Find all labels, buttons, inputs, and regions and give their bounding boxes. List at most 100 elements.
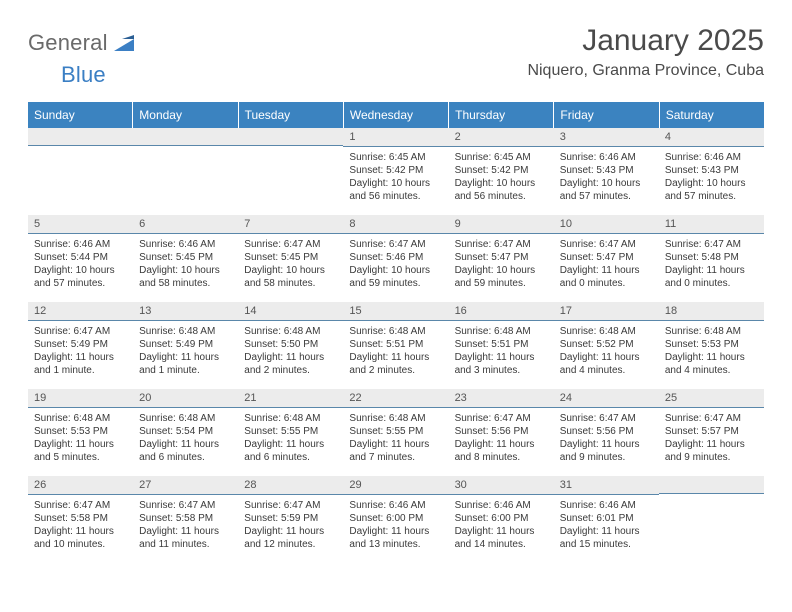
day-details: Sunrise: 6:48 AMSunset: 5:55 PMDaylight:… [238,408,343,470]
daylight-line: Daylight: 11 hours and 3 minutes. [455,351,548,377]
day-number: 13 [133,302,238,321]
day-number: 1 [343,128,448,147]
sunrise-line: Sunrise: 6:46 AM [139,238,232,251]
day-number: 25 [659,389,764,408]
sunset-line: Sunset: 5:46 PM [349,251,442,264]
day-details: Sunrise: 6:47 AMSunset: 5:45 PMDaylight:… [238,234,343,296]
sunset-line: Sunset: 5:43 PM [665,164,758,177]
day-number [238,128,343,146]
calendar-cell: 1Sunrise: 6:45 AMSunset: 5:42 PMDaylight… [343,128,448,214]
sunset-line: Sunset: 5:59 PM [244,512,337,525]
sunset-line: Sunset: 6:00 PM [349,512,442,525]
daylight-line: Daylight: 11 hours and 2 minutes. [349,351,442,377]
sunrise-line: Sunrise: 6:48 AM [244,412,337,425]
day-details: Sunrise: 6:46 AMSunset: 5:45 PMDaylight:… [133,234,238,296]
day-number: 3 [554,128,659,147]
day-details: Sunrise: 6:48 AMSunset: 5:51 PMDaylight:… [343,321,448,383]
day-number: 31 [554,476,659,495]
daylight-line: Daylight: 11 hours and 10 minutes. [34,525,127,551]
day-details: Sunrise: 6:47 AMSunset: 5:48 PMDaylight:… [659,234,764,296]
sunset-line: Sunset: 5:53 PM [34,425,127,438]
calendar-week: 26Sunrise: 6:47 AMSunset: 5:58 PMDayligh… [28,476,764,563]
calendar-cell: 30Sunrise: 6:46 AMSunset: 6:00 PMDayligh… [449,476,554,562]
day-details: Sunrise: 6:46 AMSunset: 6:00 PMDaylight:… [343,495,448,557]
sunset-line: Sunset: 5:58 PM [34,512,127,525]
calendar-cell: 7Sunrise: 6:47 AMSunset: 5:45 PMDaylight… [238,215,343,301]
day-number: 6 [133,215,238,234]
daylight-line: Daylight: 10 hours and 59 minutes. [455,264,548,290]
sunset-line: Sunset: 5:43 PM [560,164,653,177]
calendar-cell: 3Sunrise: 6:46 AMSunset: 5:43 PMDaylight… [554,128,659,214]
sunset-line: Sunset: 5:52 PM [560,338,653,351]
sunrise-line: Sunrise: 6:47 AM [560,238,653,251]
calendar-cell: 18Sunrise: 6:48 AMSunset: 5:53 PMDayligh… [659,302,764,388]
calendar-week: 5Sunrise: 6:46 AMSunset: 5:44 PMDaylight… [28,215,764,302]
sunrise-line: Sunrise: 6:46 AM [349,499,442,512]
calendar-cell: 31Sunrise: 6:46 AMSunset: 6:01 PMDayligh… [554,476,659,562]
sunset-line: Sunset: 6:00 PM [455,512,548,525]
calendar-cell: 15Sunrise: 6:48 AMSunset: 5:51 PMDayligh… [343,302,448,388]
sunrise-line: Sunrise: 6:47 AM [34,499,127,512]
day-details: Sunrise: 6:45 AMSunset: 5:42 PMDaylight:… [343,147,448,209]
day-details: Sunrise: 6:48 AMSunset: 5:54 PMDaylight:… [133,408,238,470]
day-number: 7 [238,215,343,234]
calendar-cell: 5Sunrise: 6:46 AMSunset: 5:44 PMDaylight… [28,215,133,301]
day-number: 28 [238,476,343,495]
daylight-line: Daylight: 10 hours and 58 minutes. [244,264,337,290]
calendar-cell: 25Sunrise: 6:47 AMSunset: 5:57 PMDayligh… [659,389,764,475]
day-details: Sunrise: 6:47 AMSunset: 5:58 PMDaylight:… [28,495,133,557]
sunrise-line: Sunrise: 6:45 AM [455,151,548,164]
calendar-cell: 4Sunrise: 6:46 AMSunset: 5:43 PMDaylight… [659,128,764,214]
day-details: Sunrise: 6:46 AMSunset: 6:00 PMDaylight:… [449,495,554,557]
day-details: Sunrise: 6:46 AMSunset: 5:44 PMDaylight:… [28,234,133,296]
sunset-line: Sunset: 5:42 PM [455,164,548,177]
day-number: 16 [449,302,554,321]
sunrise-line: Sunrise: 6:47 AM [34,325,127,338]
day-details: Sunrise: 6:46 AMSunset: 5:43 PMDaylight:… [659,147,764,209]
sunset-line: Sunset: 5:56 PM [560,425,653,438]
calendar: SundayMondayTuesdayWednesdayThursdayFrid… [28,102,764,563]
title-block: January 2025 Niquero, Granma Province, C… [527,24,764,80]
calendar-cell: 21Sunrise: 6:48 AMSunset: 5:55 PMDayligh… [238,389,343,475]
sunset-line: Sunset: 5:42 PM [349,164,442,177]
sunrise-line: Sunrise: 6:48 AM [139,325,232,338]
calendar-cell: 22Sunrise: 6:48 AMSunset: 5:55 PMDayligh… [343,389,448,475]
day-details: Sunrise: 6:48 AMSunset: 5:51 PMDaylight:… [449,321,554,383]
daylight-line: Daylight: 10 hours and 57 minutes. [665,177,758,203]
sunrise-line: Sunrise: 6:48 AM [349,412,442,425]
calendar-cell: 10Sunrise: 6:47 AMSunset: 5:47 PMDayligh… [554,215,659,301]
day-number: 21 [238,389,343,408]
day-details: Sunrise: 6:47 AMSunset: 5:56 PMDaylight:… [554,408,659,470]
sunset-line: Sunset: 6:01 PM [560,512,653,525]
calendar-cell: 13 Sunrise: 6:48 AMSunset: 5:49 PMDayligh… [133,302,238,388]
sunset-line: Sunset: 5:44 PM [34,251,127,264]
daylight-line: Daylight: 10 hours and 57 minutes. [560,177,653,203]
sunset-line: Sunset: 5:49 PM [139,338,232,351]
sunset-line: Sunset: 5:45 PM [139,251,232,264]
day-number: 12 [28,302,133,321]
day-number: 30 [449,476,554,495]
day-details: Sunrise: 6:46 AMSunset: 5:43 PMDaylight:… [554,147,659,209]
day-details: Sunrise: 6:47 AMSunset: 5:59 PMDaylight:… [238,495,343,557]
sunset-line: Sunset: 5:47 PM [560,251,653,264]
daylight-line: Daylight: 11 hours and 0 minutes. [665,264,758,290]
sunrise-line: Sunrise: 6:47 AM [665,238,758,251]
sunrise-line: Sunrise: 6:46 AM [34,238,127,251]
calendar-cell: 12Sunrise: 6:47 AMSunset: 5:49 PMDayligh… [28,302,133,388]
calendar-cell: 6Sunrise: 6:46 AMSunset: 5:45 PMDaylight… [133,215,238,301]
calendar-cell: 9Sunrise: 6:47 AMSunset: 5:47 PMDaylight… [449,215,554,301]
daylight-line: Daylight: 10 hours and 56 minutes. [455,177,548,203]
calendar-cell: 14Sunrise: 6:48 AMSunset: 5:50 PMDayligh… [238,302,343,388]
day-details: Sunrise: 6:48 AMSunset: 5:55 PMDaylight:… [343,408,448,470]
daylight-line: Daylight: 11 hours and 1 minute. [139,351,232,377]
day-details: Sunrise: 6:48 AMSunset: 5:50 PMDaylight:… [238,321,343,383]
sunrise-line: Sunrise: 6:47 AM [560,412,653,425]
daylight-line: Daylight: 11 hours and 11 minutes. [139,525,232,551]
daylight-line: Daylight: 10 hours and 56 minutes. [349,177,442,203]
day-number: 18 [659,302,764,321]
calendar-cell [238,128,343,214]
daylight-line: Daylight: 11 hours and 6 minutes. [139,438,232,464]
day-number: 23 [449,389,554,408]
day-number: 10 [554,215,659,234]
sunrise-line: Sunrise: 6:48 AM [244,325,337,338]
